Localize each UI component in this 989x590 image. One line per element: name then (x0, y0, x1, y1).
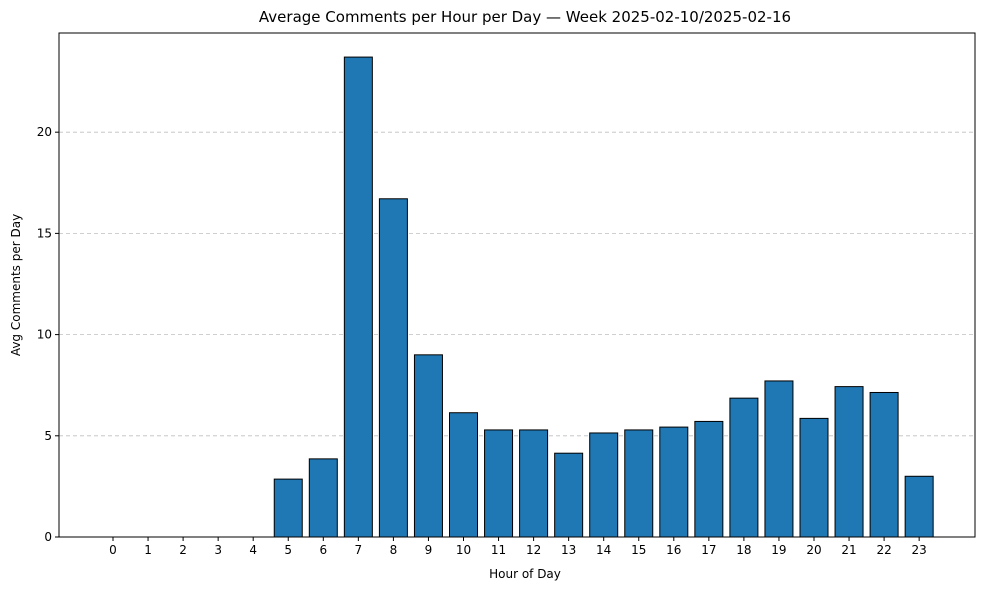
y-tick-label: 15 (37, 226, 52, 240)
x-tick-label: 12 (526, 543, 541, 557)
chart-title: Average Comments per Hour per Day — Week… (259, 8, 791, 26)
x-tick-label: 4 (249, 543, 257, 557)
x-tick-label: 5 (284, 543, 292, 557)
plot-area-frame (58, 32, 976, 538)
x-tick-label: 2 (179, 543, 187, 557)
bar-hour-18 (729, 397, 759, 538)
bar-hour-20 (799, 417, 829, 538)
x-tick-label: 3 (214, 543, 222, 557)
bar-hour-13 (554, 452, 584, 538)
y-tick-label: 0 (44, 530, 52, 544)
y-tick-label: 20 (37, 125, 52, 139)
x-tick-label: 23 (912, 543, 927, 557)
x-tick-label: 21 (841, 543, 856, 557)
bar-hour-21 (834, 386, 864, 538)
x-tick-label: 8 (390, 543, 398, 557)
bar-hour-22 (869, 391, 899, 538)
bar-hour-7 (343, 56, 373, 538)
x-tick-label: 6 (319, 543, 327, 557)
x-tick-label: 15 (631, 543, 646, 557)
x-tick-label: 14 (596, 543, 611, 557)
x-tick-label: 1 (144, 543, 152, 557)
bar-hour-6 (308, 458, 338, 538)
x-tick-label: 9 (425, 543, 433, 557)
bar-hour-12 (519, 429, 549, 538)
bar-hour-11 (484, 429, 514, 538)
x-tick-label: 0 (109, 543, 117, 557)
x-tick-label: 17 (701, 543, 716, 557)
x-tick-label: 11 (491, 543, 506, 557)
y-axis-ticks: 0 5 10 15 20 (37, 125, 59, 544)
bar-hour-23 (904, 475, 934, 538)
bar-hour-5 (273, 478, 303, 538)
x-axis-label: Hour of Day (489, 567, 561, 581)
y-tick-label: 5 (44, 429, 52, 443)
bar-hour-17 (694, 420, 724, 538)
bar-hour-15 (624, 429, 654, 538)
x-tick-label: 18 (736, 543, 751, 557)
x-tick-label: 10 (456, 543, 471, 557)
bar-hour-19 (764, 380, 794, 538)
bar-hour-16 (659, 426, 689, 538)
bar-hour-14 (589, 432, 619, 538)
bar-hour-9 (413, 354, 443, 538)
bar-hour-8 (378, 198, 408, 538)
y-axis-label: Avg Comments per Day (9, 214, 23, 356)
x-tick-label: 20 (806, 543, 821, 557)
x-tick-label: 19 (771, 543, 786, 557)
x-tick-label: 16 (666, 543, 681, 557)
x-tick-label: 7 (355, 543, 363, 557)
x-axis-ticks: 0 1 2 3 4 5 6 7 8 9 10 11 12 13 14 15 16 17 18 19 20 21 22 23 (109, 537, 927, 557)
x-tick-label: 13 (561, 543, 576, 557)
x-tick-label: 22 (876, 543, 891, 557)
y-tick-label: 10 (37, 328, 52, 342)
bar-hour-10 (449, 412, 478, 538)
